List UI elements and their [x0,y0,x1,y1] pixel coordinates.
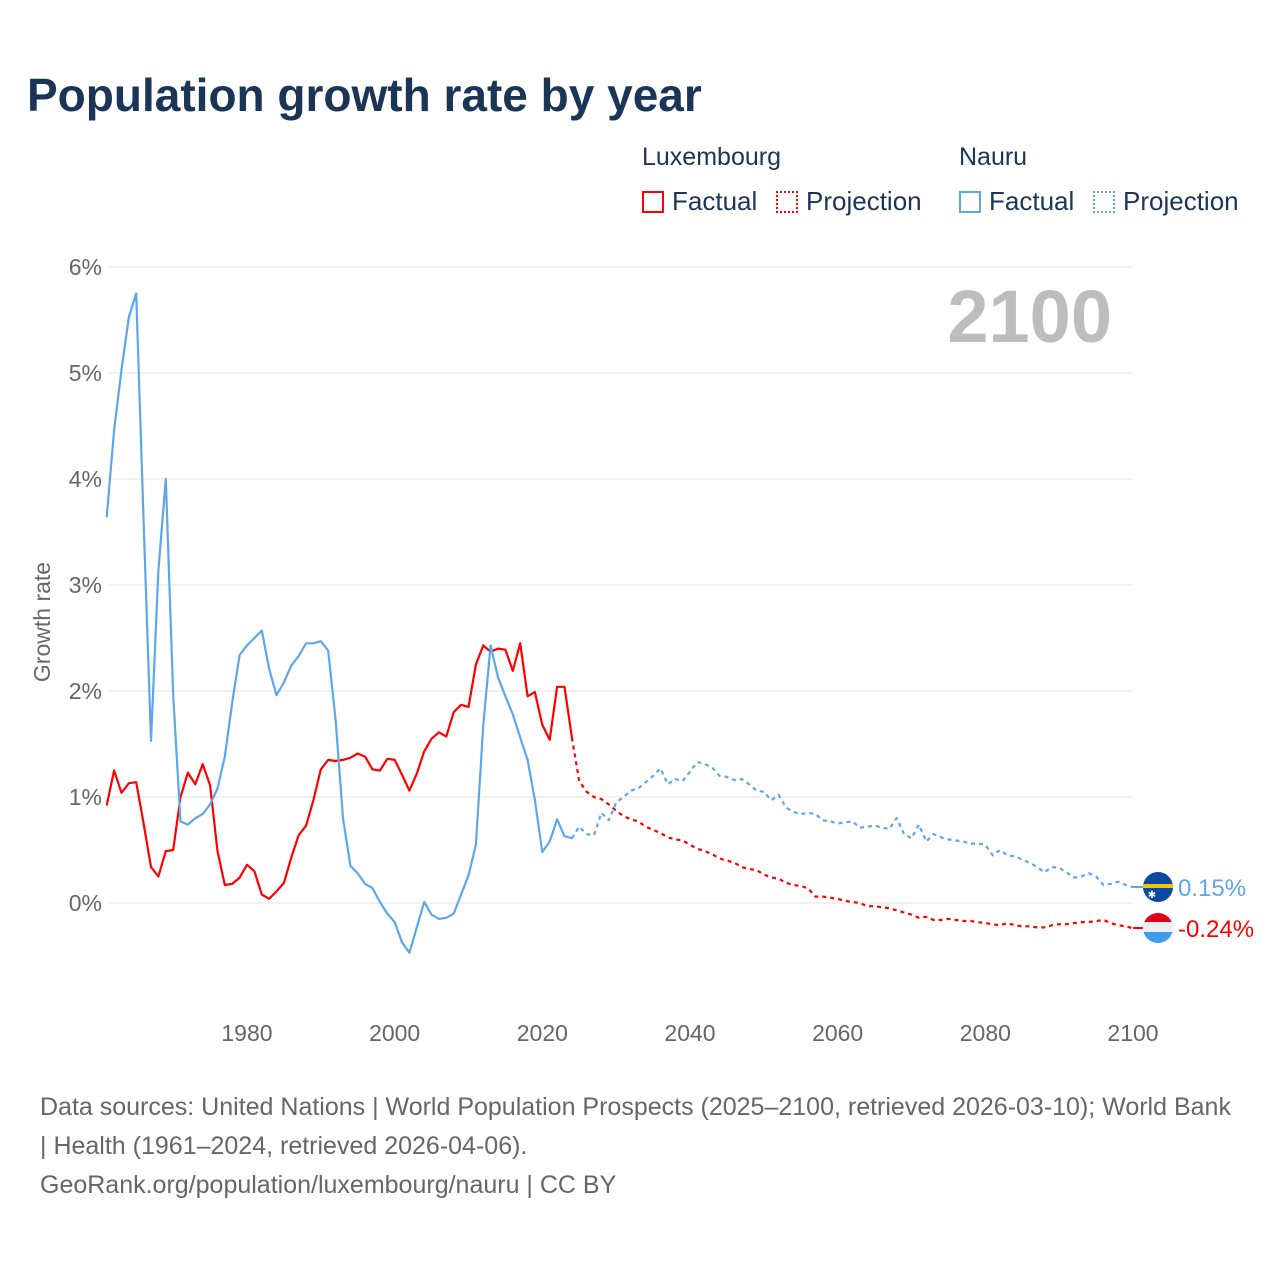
solid-swatch-icon [959,190,981,213]
y-axis-label: Growth rate [29,562,55,682]
solid-swatch-icon [642,190,664,213]
nauru-end-marker: ✱ 0.15% [1133,872,1246,902]
chart-title: Population growth rate by year [27,69,702,121]
x-tick-label: 2040 [664,1020,715,1046]
current-year-label: 2100 [947,275,1112,358]
legend-label: Factual [989,186,1075,216]
legend-luxembourg-projection[interactable]: Projection [776,186,922,217]
credit-link[interactable]: GeoRank.org/population/luxembourg/nauru … [40,1171,617,1199]
nauru-end-value: 0.15% [1178,875,1246,902]
y-tick-label: 1% [69,784,102,810]
nauru-factual-line [105,292,573,954]
dotted-swatch-icon [776,190,798,213]
luxembourg-end-value: -0.24% [1178,916,1254,943]
y-tick-label: 5% [69,360,102,386]
x-tick-label: 1980 [221,1020,272,1046]
luxembourg-flag-icon [1143,913,1173,943]
luxembourg-end-marker: -0.24% [1133,913,1254,943]
legend-group-luxembourg: Luxembourg [642,143,781,171]
dotted-swatch-icon [1093,190,1115,213]
chart-area: 0% 1% 2% 3% 4% 5% 6% 1980 2000 2020 2040 2060 2080 21… [29,254,1254,1046]
y-tick-label: 6% [69,254,102,280]
y-tick-label: 4% [69,466,102,492]
legend-luxembourg-factual[interactable]: Factual [642,186,757,217]
data-sources: Data sources: United Nations | World Pop… [40,1093,1231,1160]
x-tick-label: 2100 [1107,1020,1158,1046]
y-tick-label: 3% [69,572,102,598]
luxembourg-projection-line [570,737,1134,930]
y-tick-label: 0% [69,890,102,916]
legend-group-nauru: Nauru [959,143,1028,171]
legend-label: Projection [1123,186,1239,216]
legend-nauru-projection[interactable]: Projection [1093,186,1239,217]
legend-nauru-factual[interactable]: Factual [959,186,1074,217]
legend-label: Factual [672,186,758,216]
legend-label: Projection [806,186,922,216]
footer: Data sources: United Nations | World Pop… [40,1088,1240,1205]
x-tick-label: 2080 [960,1020,1011,1046]
nauru-flag-icon: ✱ [1143,872,1173,902]
y-tick-label: 2% [69,678,102,704]
x-tick-label: 2000 [369,1020,420,1046]
x-tick-label: 2020 [517,1020,568,1046]
svg-text:✱: ✱ [1148,890,1156,901]
nauru-projection-line [570,760,1134,889]
x-tick-label: 2060 [812,1020,863,1046]
